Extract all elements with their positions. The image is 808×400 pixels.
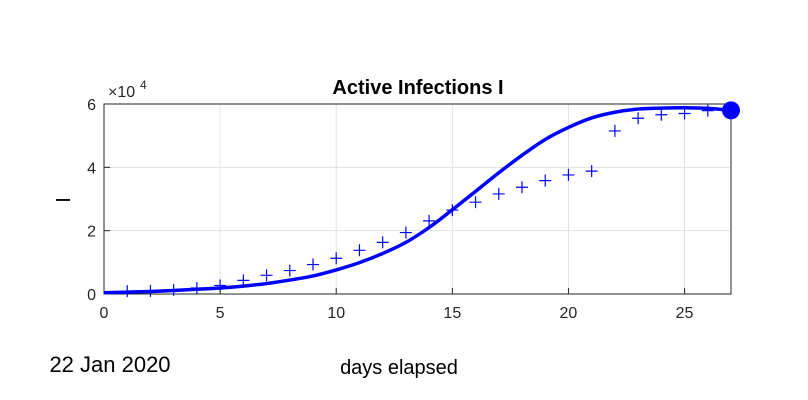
x-tick-label: 0 — [100, 305, 109, 322]
data-point-marker — [469, 196, 482, 209]
x-tick-label: 15 — [443, 305, 461, 322]
data-layer — [103, 101, 740, 298]
y-exponent-base: ×10 — [108, 84, 135, 101]
data-point-marker — [376, 236, 389, 249]
data-point-marker — [353, 244, 366, 257]
data-point-marker — [330, 252, 343, 265]
y-tick-label: 2 — [87, 224, 96, 241]
y-tick-label: 4 — [87, 160, 96, 177]
model-curve — [103, 106, 732, 295]
x-axis-label: days elapsed — [340, 357, 458, 379]
x-tick-label: 20 — [560, 305, 578, 322]
data-point-marker — [399, 226, 412, 239]
chart-title: Active Infections I — [332, 77, 503, 99]
data-point-marker — [701, 104, 714, 117]
y-axis-label: I — [53, 197, 75, 203]
data-point-marker — [423, 214, 436, 227]
axis-ticks: 0 5 10 15 20 25 0 2 4 6 — [87, 97, 693, 322]
endpoint-marker — [722, 101, 740, 120]
data-point-marker — [539, 174, 552, 187]
data-point-marker — [283, 264, 296, 277]
data-point-marker — [516, 181, 528, 194]
y-exponent-power: 4 — [140, 78, 147, 92]
data-point-marker — [260, 269, 273, 282]
start-date-label: 22 Jan 2020 — [49, 352, 170, 377]
y-tick-label: 6 — [87, 97, 96, 114]
data-point-marker — [655, 108, 668, 121]
data-point-marker — [307, 258, 319, 271]
x-tick-label: 10 — [327, 305, 345, 322]
plot-frame — [103, 103, 732, 295]
x-tick-label: 25 — [676, 305, 694, 322]
data-point-marker — [562, 168, 575, 181]
data-point-marker — [632, 112, 645, 125]
grid — [104, 104, 731, 294]
x-tick-label: 5 — [216, 305, 225, 322]
data-point-marker — [608, 124, 621, 137]
data-point-marker — [492, 187, 505, 200]
data-point-marker — [585, 165, 598, 178]
y-tick-label: 0 — [87, 287, 96, 304]
